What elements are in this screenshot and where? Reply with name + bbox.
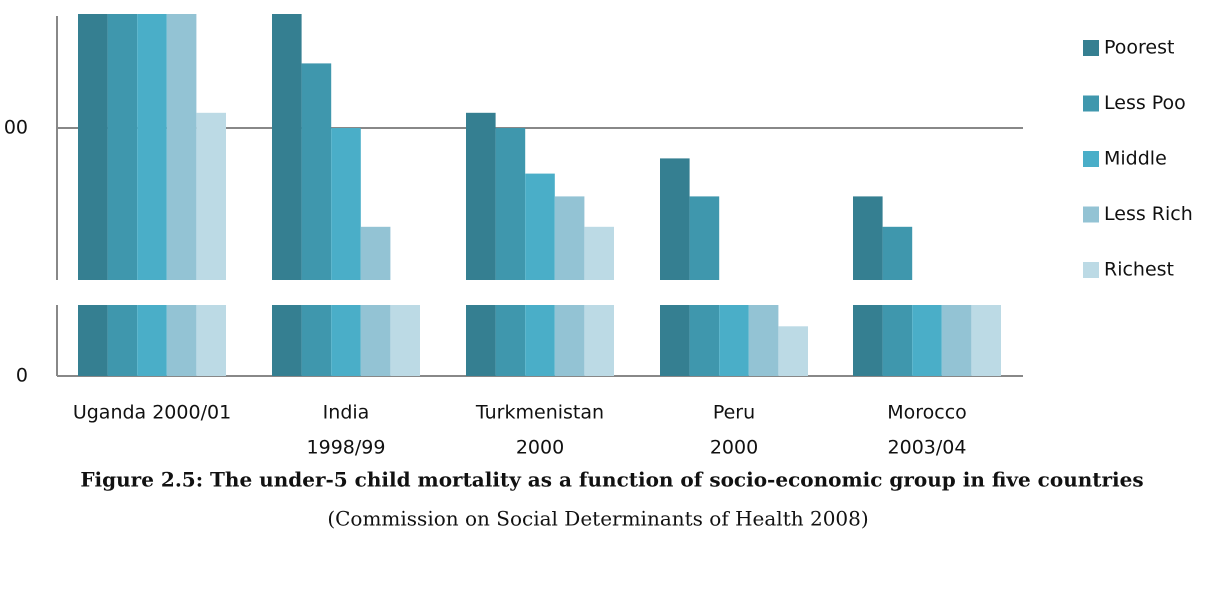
bar [137, 305, 167, 376]
bar [78, 305, 108, 376]
bar [941, 305, 972, 376]
y-tick-label: 0 [16, 365, 28, 387]
bar [360, 305, 391, 376]
legend-swatch [1083, 40, 1099, 56]
bar [748, 305, 779, 376]
bar [971, 305, 1001, 376]
legend-label: Richest [1104, 259, 1174, 281]
legend-swatch [1083, 206, 1099, 223]
bar [660, 158, 690, 280]
bar [584, 226, 614, 280]
bar [689, 305, 720, 376]
bar [853, 305, 883, 376]
chart-subtitle: (Commission on Social Determinants of He… [327, 507, 868, 531]
bar [525, 173, 555, 280]
bar [495, 305, 526, 376]
bar [301, 63, 332, 281]
bar [689, 196, 720, 280]
bar [360, 226, 391, 280]
bar [301, 305, 332, 376]
x-tick-label: Peru [713, 402, 755, 424]
bar [882, 305, 913, 376]
bar [660, 305, 690, 376]
legend-swatch [1083, 151, 1099, 167]
legend: Poorest Less Poo Middle Less Rich Richest [1083, 37, 1193, 281]
legend-label: Poorest [1104, 37, 1174, 59]
bar [137, 14, 167, 280]
bar [554, 305, 585, 376]
bar [525, 305, 555, 376]
bar [166, 14, 197, 280]
bar [107, 14, 138, 280]
bar [466, 305, 496, 376]
x-tick-label: 2000 [710, 437, 758, 459]
bar [78, 14, 108, 280]
bar [719, 305, 749, 376]
chart-title: Figure 2.5: The under-5 child mortality … [80, 468, 1143, 492]
bar [466, 112, 496, 280]
legend-label: Middle [1104, 148, 1167, 170]
x-tick-label: Morocco [887, 402, 967, 424]
bar [196, 112, 226, 280]
bar [196, 305, 226, 376]
bar [584, 305, 614, 376]
bar [778, 326, 808, 376]
bar [331, 128, 361, 280]
x-tick-label: 2000 [516, 437, 564, 459]
bar [331, 305, 361, 376]
x-tick-label: 2003/04 [888, 437, 967, 459]
bar [390, 305, 420, 376]
x-tick-label: India [323, 402, 370, 424]
legend-label: Less Rich [1104, 203, 1193, 225]
bar [495, 128, 526, 280]
bar [882, 226, 913, 280]
legend-swatch [1083, 262, 1099, 278]
legend-swatch [1083, 95, 1099, 112]
bar [912, 305, 942, 376]
bar [107, 305, 138, 376]
x-tick-label: Uganda 2000/01 [73, 402, 231, 424]
bar [272, 305, 302, 376]
y-tick-label: 00 [4, 117, 28, 139]
bar [272, 14, 302, 280]
bar [554, 196, 585, 280]
x-tick-label: 1998/99 [307, 437, 386, 459]
legend-label: Less Poo [1104, 92, 1186, 114]
bar [166, 305, 197, 376]
bar [853, 196, 883, 280]
x-tick-label: Turkmenistan [475, 402, 604, 424]
